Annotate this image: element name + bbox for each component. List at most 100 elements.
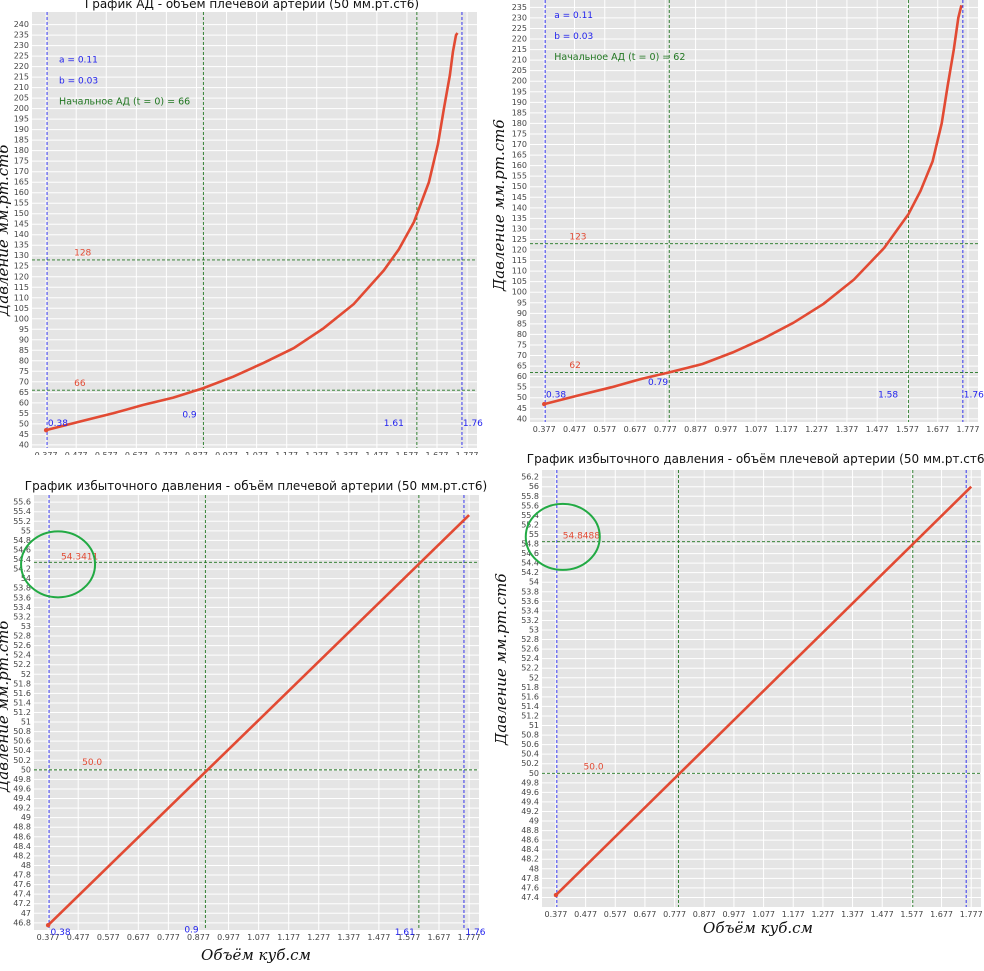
grid-2 bbox=[530, 0, 978, 422]
annotation-label: Начальное АД (t = 0) = 66 bbox=[59, 96, 190, 107]
x-tick-label: 0.777 bbox=[663, 910, 686, 919]
y-tick-label: 195 bbox=[14, 115, 29, 124]
y-tick-label: 170 bbox=[512, 140, 527, 149]
y-tick-label: 95 bbox=[19, 325, 29, 334]
y-tick-label: 70 bbox=[19, 377, 29, 386]
yticks-4: 47.447.647.84848.248.448.648.84949.249.4… bbox=[521, 473, 539, 902]
x-tick-label: 0.577 bbox=[593, 425, 616, 434]
annotation-label: b = 0.03 bbox=[554, 32, 593, 42]
series-line-2 bbox=[543, 4, 963, 406]
y-tick-label: 55 bbox=[517, 383, 527, 392]
xticks-4: 0.377 0.477 0.577 0.677 0.777 0.877 0.977 1.077… bbox=[544, 910, 982, 919]
y-tick-label: 49.4 bbox=[13, 794, 31, 803]
y-tick-label: 155 bbox=[512, 172, 527, 181]
y-tick-label: 51.6 bbox=[13, 689, 31, 698]
y-tick-label: 215 bbox=[14, 73, 29, 82]
annotations-4: 54.8488 50.0 bbox=[524, 502, 604, 898]
y-tick-label: 105 bbox=[512, 277, 527, 286]
y-tick-label: 48 bbox=[21, 861, 31, 870]
y-tick-label: 160 bbox=[512, 161, 527, 170]
y-tick-label: 49.2 bbox=[13, 804, 31, 813]
y-tick-label: 48.2 bbox=[521, 855, 539, 864]
y-tick-label: 55 bbox=[21, 526, 31, 535]
x-tick-label: 1.277 bbox=[805, 425, 828, 434]
y-tick-label: 55.6 bbox=[13, 498, 31, 507]
y-tick-label: 50.8 bbox=[13, 727, 31, 736]
y-tick-label: 150 bbox=[512, 182, 527, 191]
annotation-label: 1.76 bbox=[463, 419, 483, 429]
y-tick-label: 54.6 bbox=[13, 545, 31, 554]
annotation-label: 62 bbox=[569, 361, 580, 371]
y-tick-label: 52.8 bbox=[521, 635, 539, 644]
y-axis-label: Давление мм.рт.ст6 bbox=[492, 573, 510, 746]
y-tick-label: 48.8 bbox=[13, 823, 31, 832]
y-tick-label: 53.2 bbox=[521, 616, 539, 625]
y-tick-label: 49.6 bbox=[521, 788, 539, 797]
annotation-label: 128 bbox=[74, 249, 91, 259]
y-tick-label: 48.2 bbox=[13, 851, 31, 860]
y-tick-label: 55 bbox=[529, 530, 539, 539]
y-tick-label: 51.2 bbox=[521, 711, 539, 720]
x-tick-label: 0.877 bbox=[185, 451, 208, 455]
y-tick-label: 130 bbox=[512, 224, 527, 233]
y-tick-label: 53.6 bbox=[521, 597, 539, 606]
y-tick-label: 180 bbox=[14, 146, 29, 155]
y-tick-label: 49.8 bbox=[521, 778, 539, 787]
x-tick-label: 1.677 bbox=[426, 451, 449, 455]
annotation-label: 1.61 bbox=[395, 928, 415, 938]
y-tick-label: 54.8 bbox=[13, 536, 31, 545]
y-tick-label: 110 bbox=[512, 267, 527, 276]
y-tick-label: 47.6 bbox=[521, 883, 539, 892]
y-tick-label: 52.2 bbox=[13, 660, 31, 669]
y-tick-label: 53.8 bbox=[13, 584, 31, 593]
y-tick-label: 85 bbox=[517, 319, 527, 328]
grid-4 bbox=[542, 470, 981, 907]
y-tick-label: 54.4 bbox=[521, 559, 539, 568]
y-tick-label: 52.4 bbox=[13, 651, 31, 660]
y-tick-label: 49.6 bbox=[13, 784, 31, 793]
y-tick-label: 190 bbox=[512, 98, 527, 107]
y-tick-label: 45 bbox=[517, 404, 527, 413]
y-tick-label: 195 bbox=[512, 87, 527, 96]
x-tick-label: 0.677 bbox=[633, 910, 656, 919]
chart-1: 4045505560657075808590951001051101151201… bbox=[0, 0, 483, 460]
y-tick-label: 55.8 bbox=[521, 492, 539, 501]
chart-panel-2: 40 45 50 55 60 65 70 75 80 85 90 95 100 105 110 115 120 1… bbox=[490, 0, 984, 445]
y-tick-label: 53.6 bbox=[13, 593, 31, 602]
y-tick-label: 51.4 bbox=[521, 702, 539, 711]
xticks-2: 0.377 0.477 0.577 0.677 0.777 0.877 0.977 1.077… bbox=[533, 425, 980, 434]
y-tick-label: 53 bbox=[529, 625, 539, 634]
x-tick-label: 1.077 bbox=[752, 910, 775, 919]
y-tick-label: 165 bbox=[512, 151, 527, 160]
y-axis-label: Давление мм.рт.ст6 bbox=[0, 144, 12, 317]
y-tick-label: 53.4 bbox=[13, 603, 31, 612]
x-tick-label: 1.577 bbox=[900, 910, 923, 919]
annotation-label: 1.76 bbox=[964, 391, 984, 401]
y-tick-label: 46.8 bbox=[13, 918, 31, 927]
y-tick-label: 120 bbox=[14, 272, 29, 281]
y-tick-label: 170 bbox=[14, 167, 29, 176]
annotation-label: 0.38 bbox=[546, 391, 566, 401]
y-tick-label: 48.4 bbox=[521, 845, 539, 854]
y-tick-label: 205 bbox=[14, 94, 29, 103]
y-tick-label: 52.8 bbox=[13, 632, 31, 641]
x-tick-label: 1.577 bbox=[395, 451, 418, 455]
y-tick-label: 175 bbox=[512, 129, 527, 138]
x-tick-label: 1.077 bbox=[245, 451, 268, 455]
annotations-3: 54.3411 50.0 0.38 0.9 1.61 1.76 bbox=[20, 530, 486, 938]
y-tick-label: 48.6 bbox=[13, 832, 31, 841]
annotation-label: 54.8488 bbox=[563, 531, 600, 541]
y-tick-label: 45 bbox=[19, 430, 29, 439]
y-tick-label: 65 bbox=[517, 362, 527, 371]
y-tick-label: 90 bbox=[19, 335, 29, 344]
y-tick-label: 135 bbox=[512, 214, 527, 223]
y-tick-label: 55 bbox=[19, 409, 29, 418]
annotation-label: 0.38 bbox=[51, 928, 71, 938]
x-tick-label: 1.277 bbox=[307, 933, 330, 942]
y-tick-label: 50.8 bbox=[521, 731, 539, 740]
chart-panel-1: 40 45 50 55 60 65 70 75 80 85 90 95 100 105 110 115 120 1… bbox=[0, 0, 490, 460]
x-tick-label: 1.177 bbox=[775, 425, 798, 434]
refs-1 bbox=[32, 12, 477, 448]
y-tick-label: 50.6 bbox=[521, 740, 539, 749]
x-tick-label: 0.777 bbox=[654, 425, 677, 434]
